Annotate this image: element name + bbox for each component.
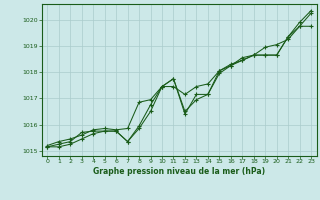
X-axis label: Graphe pression niveau de la mer (hPa): Graphe pression niveau de la mer (hPa) — [93, 167, 265, 176]
